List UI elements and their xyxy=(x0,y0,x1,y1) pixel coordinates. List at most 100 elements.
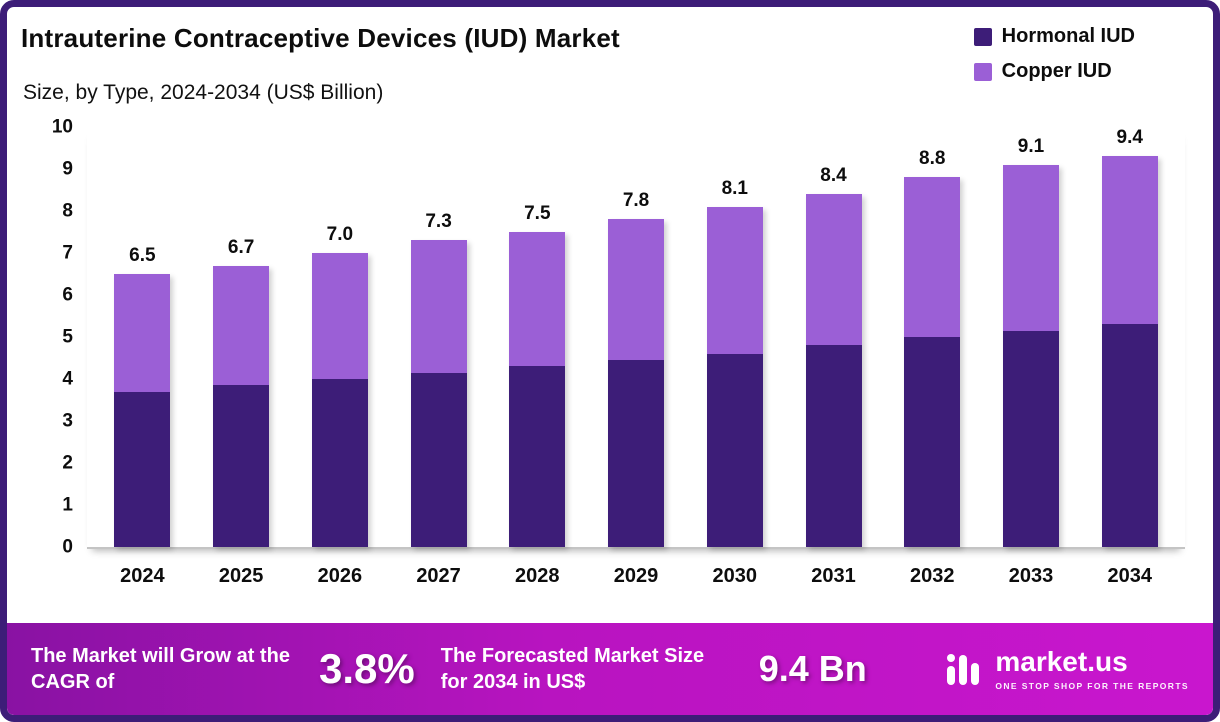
bar-total-label: 9.1 xyxy=(1017,135,1045,157)
bar-stack xyxy=(213,265,270,547)
bar-group: 8.1 xyxy=(685,127,784,547)
legend-label-copper: Copper IUD xyxy=(1001,60,1112,82)
x-axis-label: 2031 xyxy=(811,565,856,587)
bar-group: 9.4 xyxy=(1080,127,1179,547)
bar-total-label: 6.7 xyxy=(227,236,255,258)
bar-stack xyxy=(608,219,665,547)
bar-segment-copper xyxy=(1002,164,1059,331)
bar-segment-copper xyxy=(509,232,566,367)
bar-segment-copper xyxy=(608,219,665,361)
bar-group: 6.5 xyxy=(93,127,192,547)
bar-total-label: 7.0 xyxy=(326,224,354,245)
cagr-value: 3.8% xyxy=(319,645,415,692)
marketus-logo-icon xyxy=(947,654,980,685)
y-tick-label: 9 xyxy=(62,158,73,180)
bar-stack xyxy=(311,253,368,547)
bar-stack xyxy=(706,206,763,547)
bar-total-label: 8.8 xyxy=(919,148,946,170)
bar-group: 7.3 xyxy=(389,127,488,547)
y-tick-label: 7 xyxy=(62,242,73,264)
legend-swatch-hormonal xyxy=(973,27,992,46)
bar-stack xyxy=(114,274,171,547)
x-axis-label: 2027 xyxy=(416,565,461,587)
bar-segment-copper xyxy=(805,194,862,346)
x-axis-label: 2028 xyxy=(515,565,560,587)
bar-group: 9.1 xyxy=(982,127,1081,547)
x-axis-label: 2029 xyxy=(613,565,659,587)
legend-item-copper: Copper IUD xyxy=(973,60,1135,83)
bar-group: 7.0 xyxy=(290,127,389,547)
bar-stack xyxy=(410,240,467,547)
bar-segment-hormonal xyxy=(706,353,763,547)
y-tick-label: 1 xyxy=(62,494,73,516)
cagr-text: The Market will Grow at the CAGR of xyxy=(31,645,290,693)
y-tick-label: 8 xyxy=(62,200,73,222)
bar-segment-copper xyxy=(410,240,467,373)
bar-segment-copper xyxy=(1101,156,1158,325)
bar-segment-hormonal xyxy=(114,391,171,547)
y-tick-label: 2 xyxy=(62,452,73,474)
forecast-value: 9.4 Bn xyxy=(758,648,867,689)
bar-total-label: 6.5 xyxy=(129,245,156,266)
x-axis-label: 2034 xyxy=(1107,565,1152,587)
bar-segment-hormonal xyxy=(1101,324,1158,547)
x-axis-label: 2026 xyxy=(317,565,363,587)
legend-swatch-copper xyxy=(973,62,992,81)
bar-segment-hormonal xyxy=(1002,330,1059,547)
bar-stack xyxy=(805,194,862,547)
stacked-bar-chart: 0 1 2 3 4 5 6 7 8 9 10 6.5 6.7 7.0 7.3 7.5 7.8 8.1 8.4 8.8… xyxy=(15,118,1185,588)
bar-segment-hormonal xyxy=(311,379,368,547)
bar-group: 8.4 xyxy=(784,127,883,547)
bar-total-label: 7.3 xyxy=(425,211,452,233)
page-subtitle: Size, by Type, 2024-2034 (US$ Billion) xyxy=(23,81,384,104)
bar-stack xyxy=(1101,156,1158,547)
y-tick-label: 5 xyxy=(62,326,73,348)
brand-tagline: ONE STOP SHOP FOR THE REPORTS xyxy=(995,680,1189,691)
bar-segment-copper xyxy=(213,265,270,386)
x-axis-label: 2024 xyxy=(120,565,165,587)
y-tick-label: 3 xyxy=(62,410,73,432)
bar-total-label: 7.8 xyxy=(622,190,650,212)
x-axis: 2024 2025 2026 2027 2028 2029 2030 2031 2032 2033… xyxy=(87,565,1185,588)
legend-label-hormonal: Hormonal IUD xyxy=(1001,25,1135,47)
x-axis-label: 2032 xyxy=(909,565,955,587)
y-axis: 0 1 2 3 4 5 6 7 8 9 10 xyxy=(15,118,87,557)
bar-group: 7.8 xyxy=(587,127,686,547)
bar-stack xyxy=(509,232,566,547)
bar-total-label: 8.1 xyxy=(721,177,748,199)
bar-total-label: 8.4 xyxy=(820,165,847,187)
bar-segment-copper xyxy=(706,206,763,354)
bar-segment-copper xyxy=(311,253,368,379)
bar-total-label: 9.4 xyxy=(1116,127,1143,148)
bar-group: 6.7 xyxy=(192,127,291,547)
brand-name: market.us xyxy=(995,645,1128,677)
bar-group: 8.8 xyxy=(883,127,982,547)
legend-item-hormonal: Hormonal IUD xyxy=(973,25,1135,48)
y-tick-label: 6 xyxy=(62,284,73,306)
bar-segment-hormonal xyxy=(608,360,665,547)
legend: Hormonal IUD Copper IUD xyxy=(973,25,1135,83)
x-axis-label: 2025 xyxy=(218,565,264,587)
bar-total-label: 7.5 xyxy=(524,203,551,224)
bar-segment-hormonal xyxy=(213,385,270,547)
y-tick-label: 0 xyxy=(62,536,73,558)
bar-stack xyxy=(904,177,961,547)
x-axis-label: 2033 xyxy=(1008,565,1054,587)
x-axis-label: 2030 xyxy=(712,565,758,587)
footer-banner: The Market will Grow at the CAGR of 3.8%… xyxy=(7,623,1213,715)
bar-stack xyxy=(1002,164,1059,547)
forecast-text: The Forecasted Market Size for 2034 in U… xyxy=(440,645,705,693)
y-tick-label: 4 xyxy=(62,368,73,390)
y-tick-label: 10 xyxy=(51,116,73,138)
page-title: Intrauterine Contraceptive Devices (IUD)… xyxy=(21,23,620,53)
bar-segment-hormonal xyxy=(410,372,467,547)
brand-logo: market.us ONE STOP SHOP FOR THE REPORTS xyxy=(941,645,1189,691)
plot-area: 6.5 6.7 7.0 7.3 7.5 7.8 8.1 8.4 8.8 9.1 9.4 xyxy=(87,127,1185,549)
bar-segment-hormonal xyxy=(805,345,862,547)
bar-group: 7.5 xyxy=(488,127,587,547)
bar-segment-hormonal xyxy=(904,337,961,547)
bar-segment-copper xyxy=(114,274,171,392)
bar-segment-hormonal xyxy=(509,366,566,547)
bar-segment-copper xyxy=(904,177,961,337)
